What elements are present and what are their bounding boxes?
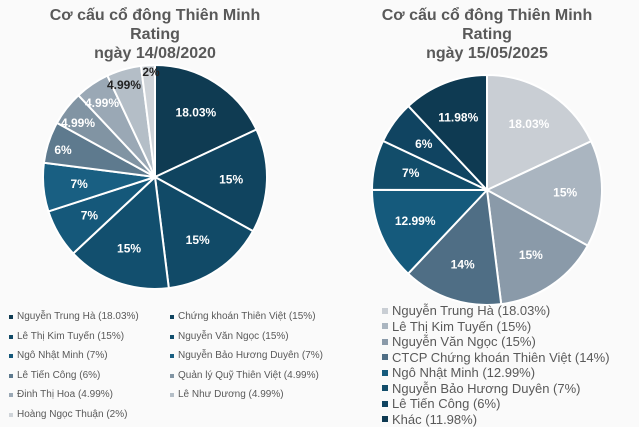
pie-slice [154,63,258,179]
legend-swatch [9,412,13,417]
title-line: Cơ cấu cổ đông Thiên Minh [381,7,593,24]
data-label: 15% [553,186,577,200]
pie-slice [152,128,268,233]
data-label: 14% [451,257,475,271]
legend-item: CTCP Chứng khoán Thiên Việt (14%) [382,350,610,365]
legend-swatch [9,354,13,358]
legend-label: Nguyễn Trung Hà (18.03%) [17,311,139,322]
legend-label: Lê Tiến Công (6%) [17,369,101,381]
legend-label: Lê Thị Kim Tuyến (15%) [392,318,532,334]
legend-item: Nguyễn Trung Hà (18.03%) [382,303,550,318]
legend-swatch [170,393,174,397]
legend-item: Quản lý Quỹ Thiên Việt (4.99%) [170,370,319,382]
pie-slice [139,63,156,178]
legend-swatch [170,354,174,358]
pie-slice [406,187,503,306]
data-label: 2% [142,65,160,79]
legend-item: Chứng khoán Thiên Việt (15%) [170,311,316,323]
chart-2-title: Cơ cấu cổ đông Thiên Minh Rating ngày 15… [337,6,637,63]
data-label: 15% [117,242,141,256]
title-line: Rating [462,26,512,43]
data-label: 7% [70,177,88,191]
data-label: 18.03% [176,106,217,120]
data-label: 4.99% [85,96,119,110]
legend-swatch [382,369,388,376]
legend-swatch [382,338,388,345]
data-label: 7% [402,166,420,180]
legend-label: Nguyễn Văn Ngọc (15%) [178,330,289,342]
legend-label: Nguyễn Bảo Hương Duyên (7%) [178,350,323,361]
legend-swatch [382,400,388,407]
legend-item: Lê Thị Kim Tuyến (15%) [382,319,531,334]
legend-swatch [9,315,13,319]
data-label: 12.99% [395,214,436,228]
data-label: 4.99% [61,116,95,130]
title-line: ngày 14/08/2020 [94,45,216,62]
legend-item: Lê Như Dương (4.99%) [170,389,284,401]
title-line: ngày 15/05/2025 [426,45,548,62]
legend-label: Nguyễn Bảo Hương Duyên (7%) [392,380,581,396]
legend-swatch [382,307,388,314]
data-label: 15% [519,248,543,262]
legend-label: Đinh Thị Hoa (4.99%) [17,389,113,400]
pie-slice [485,188,590,306]
legend-label: Lê Tiến Công (6%) [392,396,501,411]
legend-label: Ngô Nhật Minh (12.99%) [392,365,536,380]
legend-item: Đinh Thị Hoa (4.99%) [9,389,113,401]
data-label: 15% [219,173,243,187]
legend-swatch [170,315,174,319]
data-label: 7% [81,209,99,223]
legend-swatch [170,334,174,339]
data-label: 15% [186,233,210,247]
legend-label: Hoàng Ngọc Thuận (2%) [17,408,128,420]
pie-slice [71,174,170,290]
legend-label: Quản lý Quỹ Thiên Việt (4.99%) [178,369,319,381]
legend-item: Nguyễn Văn Ngọc (15%) [382,334,536,349]
data-label: 4.99% [107,78,141,92]
pie-slice [486,73,593,192]
legend-label: Lê Như Dương (4.99%) [178,389,284,400]
data-label: 6% [54,143,72,157]
legend-item: Nguyễn Bảo Hương Duyên (7%) [382,381,581,396]
pie-slice [406,73,488,193]
legend-swatch [382,416,388,422]
legend-item: Nguyễn Trung Hà (18.03%) [9,311,139,323]
title-line: Rating [130,26,180,43]
legend-swatch [9,373,13,378]
legend-item: Ngô Nhật Minh (12.99%) [382,365,535,380]
legend-label: Nguyễn Trung Hà (18.03%) [392,303,551,318]
legend-swatch [9,334,13,339]
legend-item: Lê Thị Kim Tuyến (15%) [9,331,124,343]
legend-item: Ngô Nhật Minh (7%) [9,350,108,362]
title-line: Cơ cấu cổ đông Thiên Minh [49,7,261,24]
legend-swatch [382,385,388,391]
legend-item: Hoàng Ngọc Thuận (2%) [9,409,127,421]
data-label: 6% [415,137,433,151]
legend-label: Chứng khoán Thiên Việt (15%) [178,311,316,322]
pie-slice [484,139,603,247]
data-label: 11.98% [438,110,478,124]
legend-label: Ngô Nhật Minh (7%) [17,350,108,361]
legend-item: Khác (11.98%) [382,412,477,427]
legend-item: Lê Tiến Công (6%) [382,396,500,411]
legend-swatch [170,373,174,378]
legend-item: Nguyễn Văn Ngọc (15%) [170,331,289,343]
legend-label: Khác (11.98%) [392,411,478,427]
legend-label: Lê Thị Kim Tuyến (15%) [17,330,125,342]
data-label: 18.03% [509,117,550,131]
legend-item: Lê Tiến Công (6%) [9,370,100,382]
pie-slice [370,188,490,276]
legend-swatch [9,393,13,397]
legend-swatch [382,323,388,329]
legend-label: Nguyễn Văn Ngọc (15%) [392,334,536,349]
pie-slice [153,175,255,290]
legend-label: CTCP Chứng khoán Thiên Việt (14%) [392,349,610,365]
chart-1-title: Cơ cấu cổ đông Thiên Minh Rating ngày 14… [5,6,305,63]
legend-item: Nguyễn Bảo Hương Duyên (7%) [170,350,323,362]
legend-swatch [382,354,388,360]
